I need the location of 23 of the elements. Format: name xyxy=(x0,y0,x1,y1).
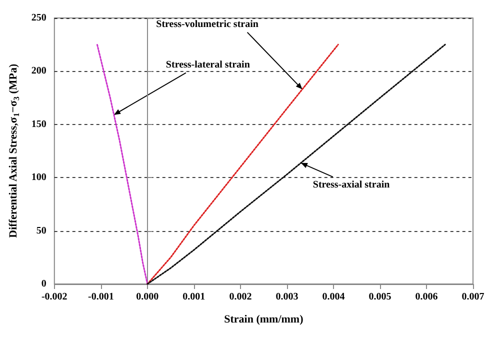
y-tick-label: 0 xyxy=(41,278,46,290)
y-tick-label: 100 xyxy=(31,172,46,184)
x-tick-label: -0.001 xyxy=(88,292,114,302)
y-tick-label: 150 xyxy=(31,118,46,130)
line-series xyxy=(146,44,446,285)
x-tick-label: 0.007 xyxy=(462,292,484,302)
y-tick-label: 250 xyxy=(31,12,46,24)
text: Stress-axial strain xyxy=(312,179,390,190)
text: Stress-volumetric strain xyxy=(156,18,259,30)
x-tick-label: 0.004 xyxy=(322,292,345,302)
line-series xyxy=(96,44,148,285)
x-tick-label: 0.006 xyxy=(415,292,438,302)
x-axis-title: Strain (mm/mm) xyxy=(224,314,304,326)
y-tick-label: 200 xyxy=(31,66,46,77)
x-tick-label: 0.001 xyxy=(182,292,206,302)
text: Stress-lateral strain xyxy=(166,59,250,70)
x-tick-label: 0.005 xyxy=(368,292,392,302)
x-tick-label: 0.002 xyxy=(229,292,252,302)
y-tick-label: 50 xyxy=(36,225,46,236)
x-tick-label: -0.002 xyxy=(41,292,68,302)
y-axis-title: Differential Axial Stress,σ1−σ3 (MPa) xyxy=(8,64,21,238)
x-tick-label: 0.000 xyxy=(136,292,159,302)
x-tick-label: 0.003 xyxy=(276,292,298,302)
